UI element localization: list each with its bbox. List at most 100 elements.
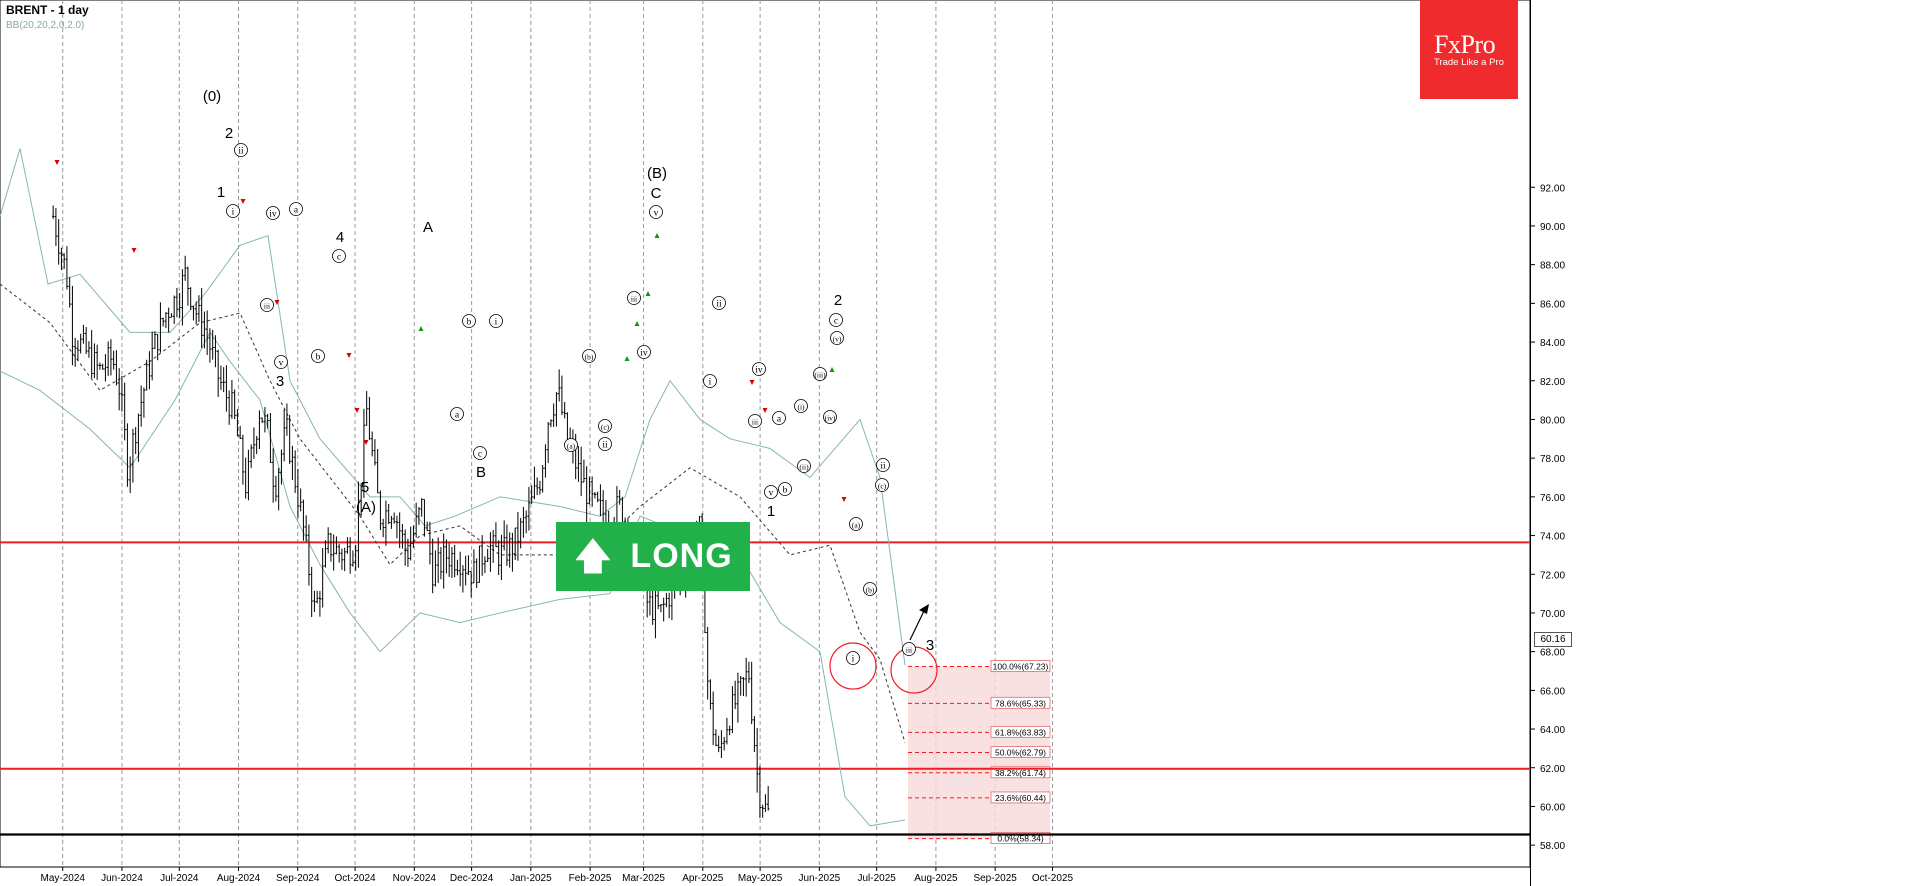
wave-label: i — [489, 314, 503, 328]
wave-label-circle — [564, 438, 578, 452]
wave-label-circle — [830, 331, 844, 345]
wave-label: i — [226, 204, 240, 218]
wave-label-circle — [598, 419, 612, 433]
bollinger-lower-band — [0, 331, 906, 827]
wave-label-text: (b) — [585, 352, 594, 361]
wave-label-text: iii — [906, 645, 912, 654]
sell-arrow-icon — [54, 160, 60, 165]
bollinger-middle-band — [0, 283, 906, 743]
wave-label-text: A — [423, 219, 433, 236]
y-tick-label: 74.00 — [1540, 532, 1565, 543]
wave-label-text: b — [783, 485, 788, 495]
wave-label-text: 3 — [926, 637, 934, 654]
wave-label: 2 — [834, 292, 842, 309]
wave-label-circle — [450, 407, 464, 421]
wave-label-circle — [778, 482, 792, 496]
buy-arrow-icon — [829, 367, 835, 372]
x-tick-label: Sep-2025 — [973, 873, 1017, 884]
wave-label: 1 — [217, 184, 225, 201]
x-tick-label: Jul-2024 — [160, 873, 199, 884]
wave-label: (ii) — [797, 459, 811, 473]
wave-label-circle — [829, 313, 843, 327]
wave-label: ii — [598, 437, 612, 451]
wave-label: i — [846, 651, 860, 665]
wave-label-text: (c) — [601, 422, 610, 431]
x-tick-label: Sep-2024 — [276, 873, 320, 884]
wave-label-text: i — [709, 377, 712, 387]
wave-label-text: i — [232, 207, 235, 217]
wave-label-text: (v) — [833, 334, 842, 343]
wave-label: (A) — [356, 499, 376, 516]
wave-label-text: i — [852, 654, 855, 664]
wave-label: (c) — [598, 419, 612, 433]
wave-label: (a) — [564, 438, 578, 452]
bollinger-upper-band — [0, 148, 906, 666]
wave-label: iv — [266, 206, 280, 220]
wave-label: 5 — [361, 479, 369, 496]
wave-label-text: v — [279, 358, 284, 368]
wave-label: B — [476, 464, 486, 481]
wave-label-text: iv — [269, 209, 277, 219]
wave-label-text: (b) — [866, 585, 875, 594]
y-tick-label: 88.00 — [1540, 261, 1565, 272]
sell-arrow-icon — [274, 300, 280, 305]
wave-label: ii — [712, 296, 726, 310]
wave-label-text: (iii) — [814, 370, 826, 379]
wave-label-text: (i) — [797, 402, 805, 411]
chart-title: BRENT - 1 day — [6, 3, 89, 17]
wave-label-text: a — [777, 414, 782, 424]
y-tick-label: 66.00 — [1540, 686, 1565, 697]
wave-label-circle — [752, 362, 766, 376]
sell-arrow-icon — [841, 497, 847, 502]
wave-label-text: (a) — [567, 441, 576, 450]
logo-name: FxPro — [1434, 30, 1496, 59]
wave-label: b — [462, 314, 476, 328]
wave-label: A — [423, 219, 433, 236]
wave-label-text: a — [294, 205, 299, 215]
wave-label-circle — [748, 414, 762, 428]
wave-label: i — [703, 374, 717, 388]
wave-label-circle — [234, 143, 248, 157]
wave-label-circle — [311, 349, 325, 363]
sell-arrow-icon — [762, 408, 768, 413]
fib-label-box — [990, 766, 1051, 779]
y-tick-label: 80.00 — [1540, 415, 1565, 426]
wave-label-text: B — [476, 464, 486, 481]
wave-label: c — [473, 446, 487, 460]
wave-label: v — [274, 355, 288, 369]
wave-label: (0) — [203, 88, 221, 105]
wave-label-text: (A) — [356, 499, 376, 516]
wave-label: iv — [752, 362, 766, 376]
wave-label-text: 4 — [336, 229, 344, 246]
x-tick-label: Dec-2024 — [450, 873, 494, 884]
wave-label: C — [651, 185, 662, 202]
y-tick-label: 92.00 — [1540, 183, 1565, 194]
x-tick-label: Jul-2025 — [857, 873, 896, 884]
x-tick-label: Aug-2025 — [914, 873, 958, 884]
wave-label-text: iv — [640, 348, 648, 358]
wave-label-circle — [473, 446, 487, 460]
wave-label-circle — [813, 367, 827, 381]
long-signal-badge: 🡅 LONG — [556, 522, 750, 591]
sell-arrow-icon — [131, 248, 137, 253]
wave-label-circle — [863, 582, 877, 596]
wave-label-circle — [712, 296, 726, 310]
y-tick-label: 84.00 — [1540, 338, 1565, 349]
wave-label-circle — [875, 478, 889, 492]
plot-frame — [0, 0, 1531, 868]
wave-label: c — [829, 313, 843, 327]
wave-label: (c) — [875, 478, 889, 492]
y-tick-label: 76.00 — [1540, 493, 1565, 504]
wave-label-text: c — [478, 449, 482, 459]
x-tick-label: May-2024 — [40, 873, 85, 884]
buy-arrow-icon — [634, 321, 640, 326]
wave-label-circle — [902, 642, 916, 656]
y-tick-label: 72.00 — [1540, 570, 1565, 581]
buy-arrow-icon — [624, 356, 630, 361]
fib-level-label: 61.8%(63.83) — [995, 727, 1046, 737]
wave-label-text: C — [651, 185, 662, 202]
wave-label-circle — [849, 517, 863, 531]
wave-label: iii — [260, 298, 274, 312]
fib-label-box — [990, 746, 1051, 758]
wave-label-text: a — [455, 410, 460, 420]
